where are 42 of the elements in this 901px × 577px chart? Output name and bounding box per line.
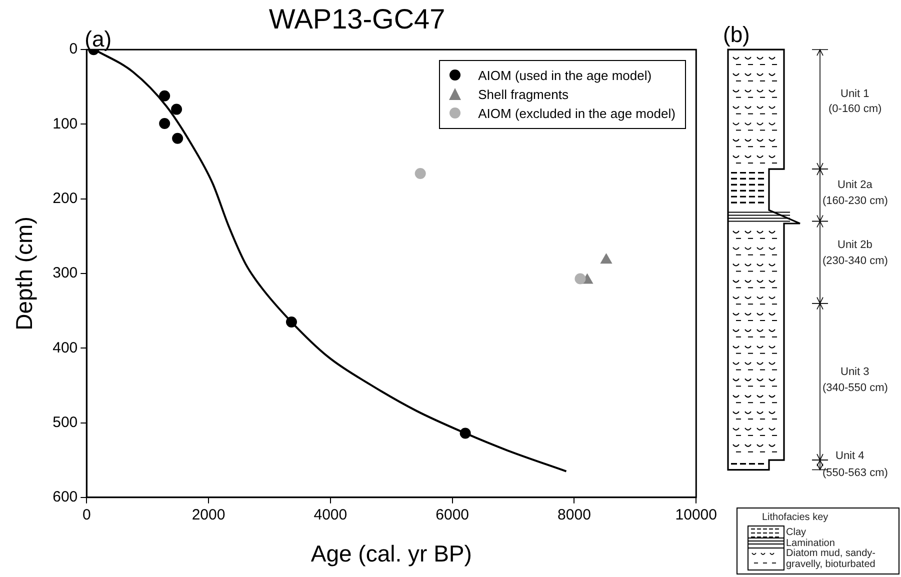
text: Lithofacies key (762, 512, 828, 522)
chart-title: WAP13-GC47 (268, 4, 446, 35)
legend-label: AIOM (excluded in the age model) (478, 106, 676, 121)
x-tick-label: 2000 (192, 506, 226, 524)
point (600, 254, 612, 264)
x-tick-label: 6000 (436, 506, 470, 524)
legend-label: Shell fragments (478, 86, 568, 102)
x-tick-label: 8000 (558, 506, 591, 524)
x-tick-label: 10000 (675, 506, 718, 524)
y-tick-label: 500 (52, 414, 78, 431)
point (159, 118, 170, 129)
point (171, 104, 182, 115)
text: Unit 3 (840, 366, 870, 378)
legend-label: AIOM (used in the age model) (478, 68, 652, 83)
text: (230-340 cm) (822, 254, 888, 267)
text: (0-160 cm) (828, 103, 882, 116)
text: Diatom mud, sandy-gravelly, bioturbated (786, 548, 876, 570)
y-tick-label: 0 (69, 40, 78, 58)
text: Clay (786, 526, 806, 538)
y-axis-title: Depth (cm) (11, 216, 38, 330)
y-tick-label: 400 (52, 339, 78, 356)
point (172, 132, 184, 144)
text: (550-563 cm) (822, 466, 888, 479)
text: Unit 4 (836, 450, 864, 462)
y-tick-label: 200 (52, 190, 78, 208)
y-tick-label: 100 (52, 115, 78, 132)
text: Unit 2b (838, 239, 872, 252)
x-axis-title: Age (cal. yr BP) (310, 540, 472, 567)
annotation: (a) (84, 26, 112, 52)
text: (340-550 cm) (822, 382, 888, 394)
y-tick-label: 600 (52, 488, 78, 506)
text: (160-230 cm) (822, 195, 888, 208)
x-tick-label: 4000 (314, 506, 348, 524)
y-tick-label: 300 (52, 264, 78, 282)
point (159, 90, 170, 102)
point (574, 273, 586, 284)
text: (b) (723, 22, 750, 48)
point (414, 168, 426, 179)
text: Unit 2a (838, 179, 872, 192)
text: Lamination (786, 538, 835, 548)
text: Unit 1 (840, 88, 870, 100)
x-tick-label: 0 (82, 506, 91, 524)
